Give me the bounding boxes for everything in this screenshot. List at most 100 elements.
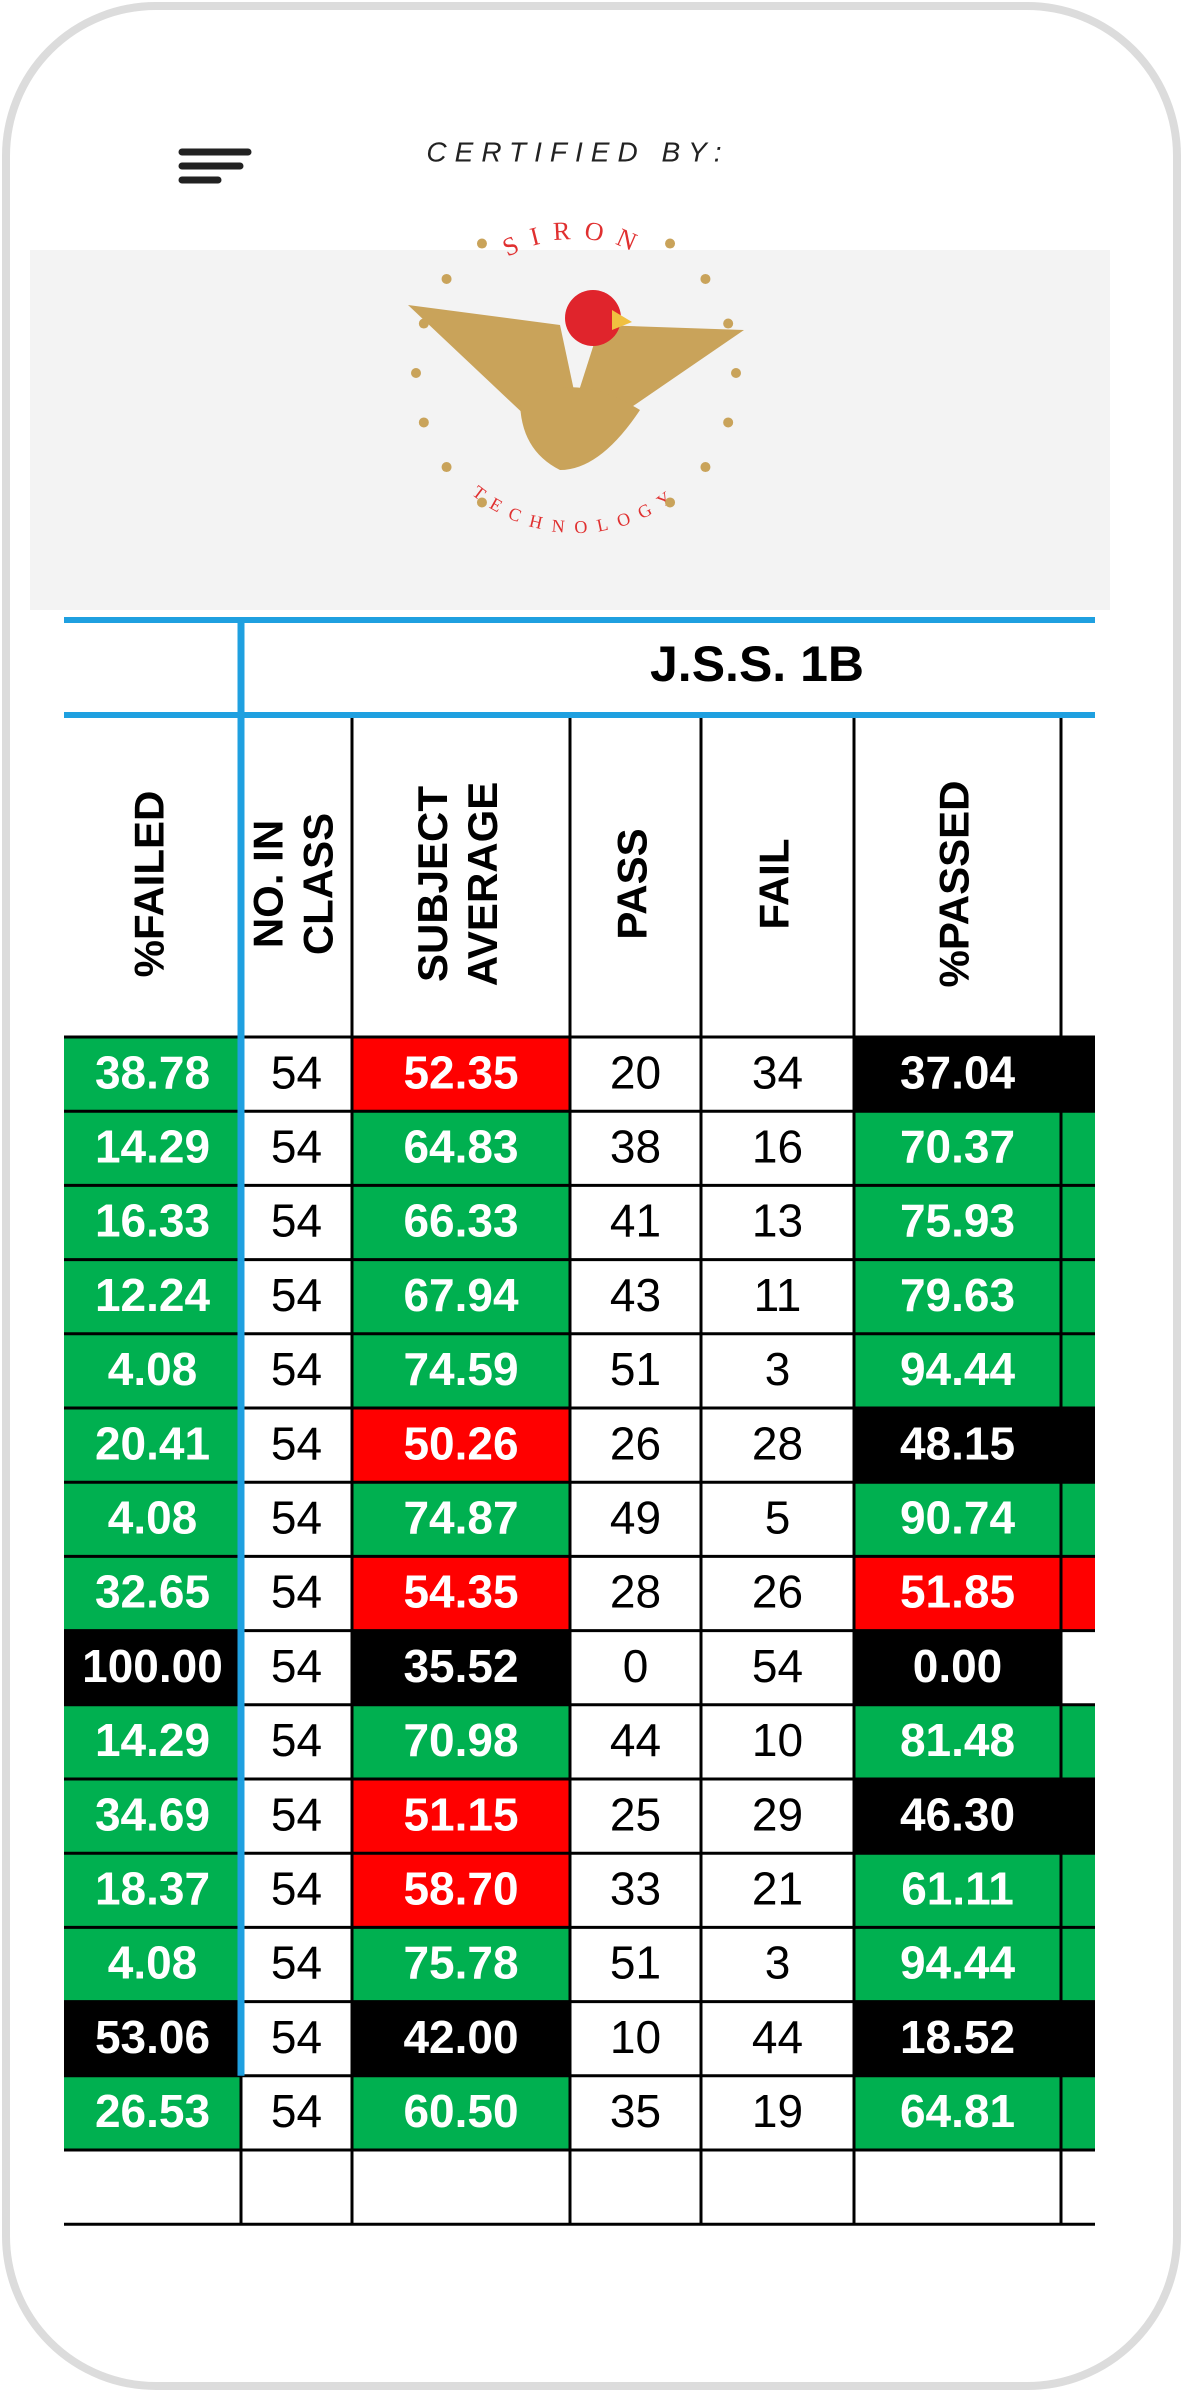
cell-text: 54 [271, 1566, 322, 1618]
cell-text: 74.59 [403, 1343, 518, 1395]
cell-fill [854, 1927, 1061, 2002]
group-title: J.S.S. 1B [650, 636, 864, 692]
cell-fill [352, 1927, 570, 2002]
cell-fill [352, 1779, 570, 1854]
cell-fill [570, 1037, 701, 1112]
cell-fill [570, 1111, 701, 1186]
wing-left [408, 305, 576, 420]
cell-fill [570, 1556, 701, 1631]
cell-fill [854, 1185, 1061, 1260]
cell-fill [352, 1333, 570, 1408]
cell-fill [241, 1482, 352, 1557]
star [723, 318, 734, 329]
cell-text: 54 [271, 1269, 322, 1321]
cell-fill [701, 1333, 854, 1408]
star [418, 417, 429, 428]
cell-fill [64, 1927, 241, 2002]
cell-fill [701, 2075, 854, 2150]
cell-fill [1061, 1111, 1095, 1186]
cell-text: 90.74 [900, 1491, 1016, 1543]
cell-text: 13 [752, 1195, 803, 1247]
cell-text: 53.06 [95, 2011, 210, 2063]
column-header: CLASS [295, 813, 342, 955]
cell-fill [352, 1111, 570, 1186]
star [476, 497, 487, 508]
column-header: SUBJECT [409, 786, 456, 982]
cell-fill [701, 1853, 854, 1928]
cell-text: 35.52 [403, 1640, 518, 1692]
cell-fill [64, 2001, 241, 2076]
cell-fill [701, 2001, 854, 2076]
cell-fill [352, 1704, 570, 1779]
cell-text: 51 [610, 1343, 661, 1395]
cell-text: 20 [610, 1046, 661, 1098]
cell-fill [701, 1556, 854, 1631]
cell-fill [64, 1556, 241, 1631]
cell-fill [64, 1111, 241, 1186]
cell-fill [701, 1408, 854, 1483]
cell-fill [854, 1482, 1061, 1557]
cell-text: 32.65 [95, 1566, 210, 1618]
cell-text: 50.26 [403, 1417, 518, 1469]
cell-fill [854, 2075, 1061, 2150]
cell-text: 54 [271, 1343, 322, 1395]
cell-fill [570, 1185, 701, 1260]
cell-fill [241, 1779, 352, 1854]
cell-fill [241, 1556, 352, 1631]
cell-fill [854, 1853, 1061, 1928]
cell-fill [352, 2075, 570, 2150]
cell-text: 94.44 [900, 1343, 1016, 1395]
cell-fill [1061, 1408, 1095, 1483]
cell-fill [352, 1630, 570, 1705]
cell-fill [570, 1853, 701, 1928]
cell-text: 58.70 [403, 1862, 518, 1914]
cell-fill [1061, 1185, 1095, 1260]
cell-fill [1061, 2075, 1095, 2150]
cell-fill [570, 1408, 701, 1483]
cell-text: 54 [271, 1491, 322, 1543]
cell-fill [570, 2001, 701, 2076]
cell-text: 75.93 [900, 1195, 1015, 1247]
cell-text: 16 [752, 1120, 803, 1172]
cell-text: 54 [271, 1788, 322, 1840]
cell-text: 10 [752, 1714, 803, 1766]
cell-fill [241, 1927, 352, 2002]
cell-fill [241, 1630, 352, 1705]
column-header: PASS [609, 828, 656, 939]
cell-fill [701, 1037, 854, 1112]
cell-fill [854, 1259, 1061, 1334]
cell-text: 16.33 [95, 1195, 210, 1247]
cell-fill [241, 1704, 352, 1779]
cell-fill [241, 1259, 352, 1334]
cell-text: 67.94 [403, 1269, 519, 1321]
cell-fill [701, 1630, 854, 1705]
cell-text: 70.37 [900, 1120, 1015, 1172]
cell-fill [352, 1853, 570, 1928]
cell-text: 94.44 [900, 1937, 1016, 1989]
cell-text: 60.50 [403, 2085, 518, 2137]
cell-text: 51 [610, 1937, 661, 1989]
cell-fill [352, 1408, 570, 1483]
cell-text: 54 [271, 1195, 322, 1247]
cell-fill [570, 2075, 701, 2150]
cell-text: 35 [610, 2085, 661, 2137]
cell-fill [701, 1779, 854, 1854]
cell-text: 4.08 [108, 1491, 198, 1543]
cell-fill [1061, 1927, 1095, 2002]
star [723, 417, 734, 428]
cell-text: 14.29 [95, 1120, 210, 1172]
cell-fill [701, 1185, 854, 1260]
star [731, 368, 741, 378]
certified-label: CERTIFIED BY: [426, 136, 729, 167]
cell-fill [352, 2001, 570, 2076]
cell-text: 54.35 [403, 1566, 518, 1618]
cell-text: 51.85 [900, 1566, 1015, 1618]
cell-text: 26.53 [95, 2085, 210, 2137]
menu-icon[interactable] [178, 148, 252, 184]
cell-fill [64, 1704, 241, 1779]
cell-fill [64, 1037, 241, 1112]
cell-fill [352, 1556, 570, 1631]
cell-text: 19 [752, 2085, 803, 2137]
star [665, 497, 676, 508]
